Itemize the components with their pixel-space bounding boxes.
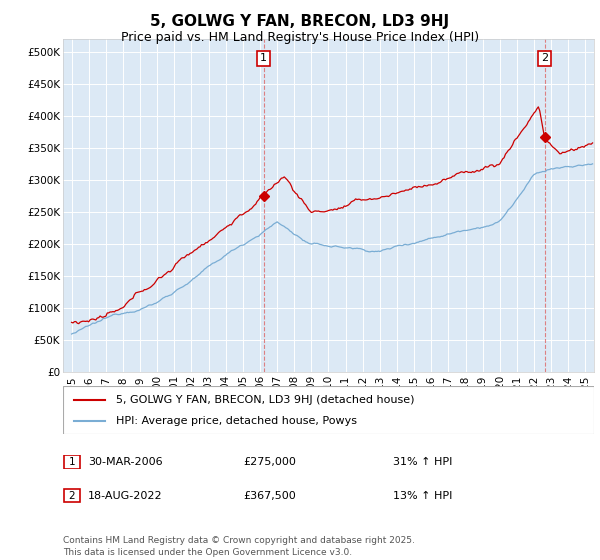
- FancyBboxPatch shape: [64, 489, 80, 502]
- Text: £367,500: £367,500: [243, 491, 296, 501]
- Text: 5, GOLWG Y FAN, BRECON, LD3 9HJ: 5, GOLWG Y FAN, BRECON, LD3 9HJ: [151, 14, 449, 29]
- Text: 30-MAR-2006: 30-MAR-2006: [88, 457, 163, 467]
- Text: 31% ↑ HPI: 31% ↑ HPI: [393, 457, 452, 467]
- Text: 1: 1: [260, 53, 267, 63]
- FancyBboxPatch shape: [63, 386, 594, 434]
- Text: HPI: Average price, detached house, Powys: HPI: Average price, detached house, Powy…: [116, 416, 357, 426]
- Text: 18-AUG-2022: 18-AUG-2022: [88, 491, 163, 501]
- Text: Contains HM Land Registry data © Crown copyright and database right 2025.
This d: Contains HM Land Registry data © Crown c…: [63, 536, 415, 557]
- Text: 2: 2: [68, 491, 76, 501]
- Text: 1: 1: [68, 457, 76, 467]
- Text: Price paid vs. HM Land Registry's House Price Index (HPI): Price paid vs. HM Land Registry's House …: [121, 31, 479, 44]
- FancyBboxPatch shape: [64, 455, 80, 469]
- Text: 5, GOLWG Y FAN, BRECON, LD3 9HJ (detached house): 5, GOLWG Y FAN, BRECON, LD3 9HJ (detache…: [116, 395, 415, 405]
- Text: 2: 2: [541, 53, 548, 63]
- Text: £275,000: £275,000: [243, 457, 296, 467]
- Text: 13% ↑ HPI: 13% ↑ HPI: [393, 491, 452, 501]
